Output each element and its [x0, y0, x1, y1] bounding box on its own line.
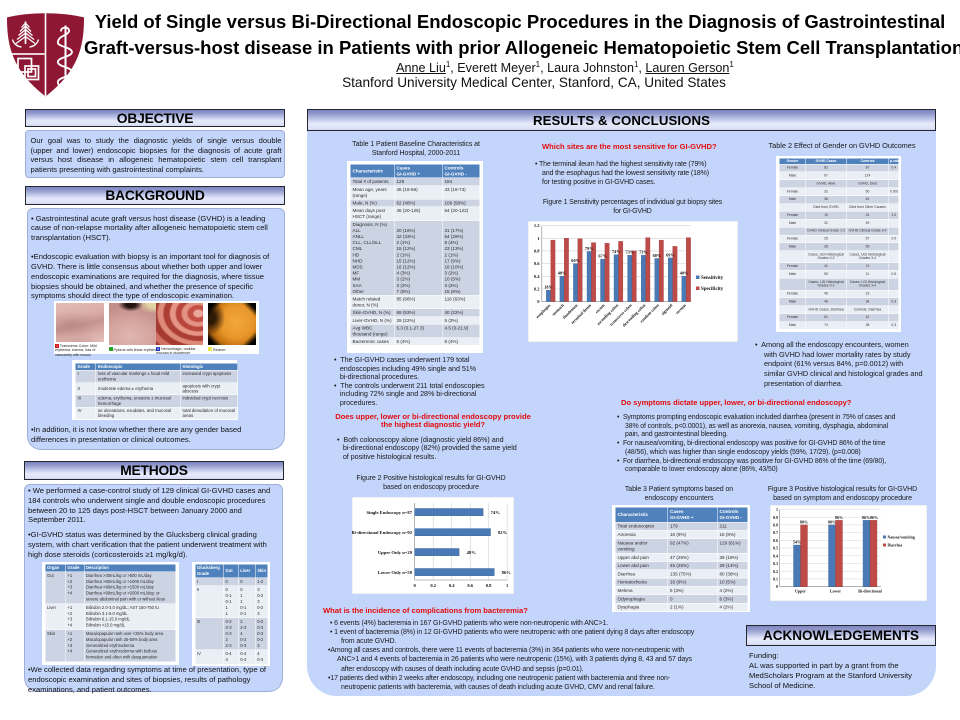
svg-text:73%: 73% [639, 249, 648, 254]
svg-text:Bi-directional: Bi-directional [858, 589, 882, 594]
svg-text:74%: 74% [490, 509, 500, 514]
svg-text:0: 0 [413, 583, 416, 588]
svg-text:80%: 80% [828, 519, 836, 524]
svg-text:0.4: 0.4 [773, 553, 778, 558]
svg-text:82%: 82% [498, 529, 508, 534]
svg-text:0.2: 0.2 [430, 583, 436, 588]
svg-text:48%: 48% [466, 549, 476, 554]
svg-text:73%: 73% [626, 249, 635, 254]
svg-text:Lower: Lower [830, 589, 841, 594]
svg-text:0.1: 0.1 [773, 577, 778, 582]
svg-text:Sensitivity: Sensitivity [701, 276, 724, 281]
svg-text:0.4: 0.4 [534, 273, 540, 278]
svg-text:40%: 40% [680, 270, 689, 275]
svg-text:54%: 54% [793, 540, 801, 545]
svg-text:Lower Only n=58: Lower Only n=58 [377, 569, 412, 574]
svg-text:0.8: 0.8 [534, 248, 540, 253]
svg-text:69%: 69% [666, 252, 675, 257]
svg-text:60%: 60% [571, 258, 580, 263]
svg-text:0.2: 0.2 [773, 569, 778, 574]
svg-text:0.9: 0.9 [773, 515, 778, 520]
svg-text:Upper Only n=29: Upper Only n=29 [377, 549, 412, 554]
svg-text:Upper: Upper [795, 589, 806, 594]
svg-text:1: 1 [505, 583, 508, 588]
svg-text:68%: 68% [653, 252, 662, 257]
svg-text:0.6: 0.6 [467, 583, 473, 588]
svg-text:86%: 86% [501, 569, 511, 574]
svg-text:cecum: cecum [594, 302, 606, 314]
svg-text:0.7: 0.7 [773, 530, 778, 535]
svg-text:0: 0 [537, 299, 540, 304]
svg-text:18%: 18% [544, 284, 553, 289]
svg-text:Diarrhea: Diarrhea [888, 544, 903, 548]
svg-text:40%: 40% [558, 270, 567, 275]
svg-text:86%: 86% [862, 515, 870, 520]
svg-text:0: 0 [776, 584, 778, 589]
svg-text:Single Endoscopy n=87: Single Endoscopy n=87 [366, 509, 412, 514]
svg-text:1: 1 [537, 235, 540, 240]
svg-text:0.6: 0.6 [534, 261, 540, 266]
svg-text:86%: 86% [835, 515, 843, 520]
svg-text:80%: 80% [800, 519, 808, 524]
svg-text:Bi-directional Endoscopy n=92: Bi-directional Endoscopy n=92 [352, 529, 413, 534]
svg-text:67%: 67% [598, 253, 607, 258]
svg-text:79%: 79% [585, 245, 594, 250]
svg-text:74%: 74% [612, 249, 621, 254]
svg-text:Specificity: Specificity [701, 287, 724, 292]
svg-text:86%: 86% [870, 515, 878, 520]
svg-text:0.5: 0.5 [773, 546, 778, 551]
svg-text:0.2: 0.2 [534, 286, 540, 291]
svg-text:Nausea/vomiting: Nausea/vomiting [888, 536, 915, 540]
svg-text:1: 1 [776, 507, 778, 512]
svg-text:0.8: 0.8 [485, 583, 491, 588]
svg-text:0.4: 0.4 [448, 583, 454, 588]
svg-text:0.3: 0.3 [773, 561, 778, 566]
svg-text:0.8: 0.8 [773, 523, 778, 528]
svg-text:0.6: 0.6 [773, 538, 778, 543]
svg-text:1.2: 1.2 [534, 223, 540, 228]
